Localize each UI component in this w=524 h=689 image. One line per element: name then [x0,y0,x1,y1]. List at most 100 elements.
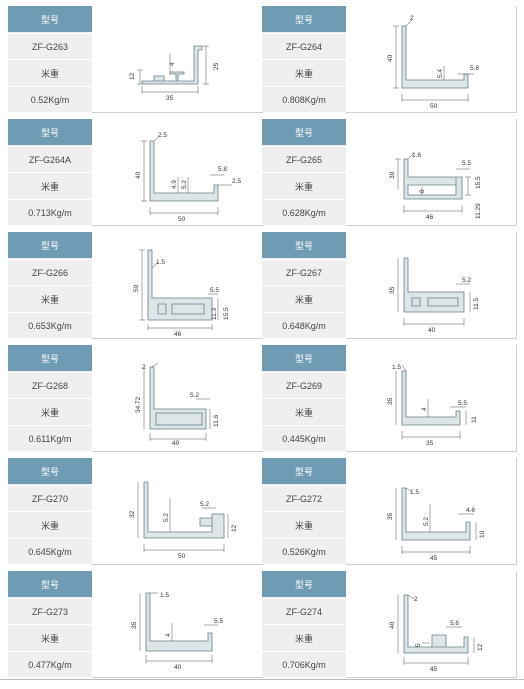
product-card: 型号 ZF-G270 米重 0.645Kg/m 32 5.2 5.2 12 50 [8,458,263,565]
model-code: ZF-G264A [8,146,92,173]
dim-wall: 2.5 [158,132,167,139]
dim-wall: 1.5 [156,259,165,266]
weight-label: 米重 [262,285,346,312]
dim-wall: 1.5 [392,364,401,371]
product-row: 型号 ZF-G266 米重 0.653Kg/m 1.5 50 5.5 11.3 … [8,232,517,339]
dim-height: 35 [387,397,394,405]
dim-height: 40 [135,171,142,179]
profile-drawing: 32 5.2 5.2 12 50 [92,458,263,565]
model-code: ZF-G270 [8,485,92,512]
dim-slot: 8 [419,189,426,193]
dim-width: 46 [426,214,434,221]
product-row: 型号 ZF-G263 米重 0.52Kg/m 12 25 4 35 型号 ZF-… [8,6,517,113]
profile-drawing: 12 25 4 35 [92,6,263,113]
model-header: 型号 [8,345,92,371]
dim-slot: 4 [421,407,428,411]
model-code: ZF-G272 [262,485,346,512]
dim-slot-b: 5.2 [181,180,188,189]
dim-lip-height: 12 [231,524,238,532]
product-row: 型号 ZF-G273 米重 0.477Kg/m 1.5 35 4 5.5 40 [8,571,517,678]
weight-label: 米重 [262,624,346,651]
profile-drawing: 1.5 50 5.5 11.3 15.5 46 [92,232,263,339]
dim-slot: 5.4 [437,69,444,78]
weight-value: 0.653Kg/m [8,312,92,339]
model-code: ZF-G268 [8,372,92,399]
weight-value: 0.808Kg/m [262,86,346,113]
dim-height: 34.72 [135,396,142,413]
dim-height: 40 [389,621,396,629]
dim-lip: 5.2 [190,392,199,399]
model-code: ZF-G273 [8,598,92,625]
dim-total-height: 25 [213,62,220,70]
product-card: 型号 ZF-G274 米重 0.706Kg/m 2 40 5.6 5 12 45 [262,571,517,678]
dim-wall: 2 [142,364,146,371]
weight-value: 0.628Kg/m [262,199,346,226]
dim-lip-height: 12 [477,643,484,651]
dim-lip-height: 11.6 [213,414,220,427]
product-card: 型号 ZF-G266 米重 0.653Kg/m 1.5 50 5.5 11.3 … [8,232,263,339]
dim-wall: 1.5 [410,489,419,496]
profile-drawing: 1.5 35 4 5.5 11 35 [346,345,517,452]
product-info: 型号 ZF-G263 米重 0.52Kg/m [8,6,92,112]
dim-base: 11.29 [475,203,482,219]
profile-drawing: 1.5 35 4 5.5 40 [92,571,263,678]
dim-slot-a: 4.9 [171,180,178,189]
dim-slot: 4 [165,633,172,637]
dim-total-lip: 15.5 [223,307,230,320]
dim-slot: 4 [169,62,176,66]
profile-drawing: 2 40 5.4 5.8 50 [346,6,517,113]
dim-lip-height: 15.5 [475,176,482,189]
model-code: ZF-G263 [8,33,92,60]
dim-height: 35 [131,621,138,629]
dim-lip: 5.8 [218,166,227,173]
profile-drawing: 35 5.2 11.5 40 [346,232,517,339]
dim-width: 35 [426,440,434,447]
dim-width: 50 [430,103,438,110]
weight-value: 0.645Kg/m [8,538,92,565]
profile-drawing: 2 34.72 5.2 11.6 40 [92,345,263,452]
dim-lip: 5.5 [210,287,219,294]
dim-lip-height: 11.3 [211,307,218,320]
weight-value: 0.611Kg/m [8,425,92,452]
product-info: 型号 ZF-G267 米重 0.648Kg/m [262,232,346,338]
product-card: 型号 ZF-G263 米重 0.52Kg/m 12 25 4 35 [8,6,263,113]
product-info: 型号 ZF-G264 米重 0.808Kg/m [262,6,346,112]
dim-width: 50 [178,216,186,223]
weight-label: 米重 [8,398,92,425]
model-code: ZF-G267 [262,259,346,286]
model-code: ZF-G264 [262,33,346,60]
weight-label: 米重 [8,511,92,538]
model-header: 型号 [8,232,92,258]
dim-height: 40 [387,54,394,62]
product-row: 型号 ZF-G264A 米重 0.713Kg/m 2.5 40 4.9 5.2 … [8,119,517,226]
dim-height: 12 [129,72,136,80]
page-bottom-divider [0,679,524,680]
product-row: 型号 ZF-G270 米重 0.645Kg/m 32 5.2 5.2 12 50 [8,458,517,565]
product-card: 型号 ZF-G273 米重 0.477Kg/m 1.5 35 4 5.5 40 [8,571,263,678]
dim-slot: 5.2 [163,513,170,522]
product-info: 型号 ZF-G274 米重 0.706Kg/m [262,571,346,677]
weight-value: 0.648Kg/m [262,312,346,339]
dim-width: 45 [430,666,438,673]
dim-width: 40 [172,440,180,447]
model-header: 型号 [8,571,92,597]
product-info: 型号 ZF-G268 米重 0.611Kg/m [8,345,92,451]
dim-lip-b: 2.5 [232,178,241,185]
dim-width: 40 [428,327,436,334]
dim-lip: 5.2 [462,277,471,284]
profile-drawing: 1.6 30 8 5.5 15.5 11.29 46 [346,119,517,226]
model-code: ZF-G274 [262,598,346,625]
dim-wall: 2 [414,596,418,603]
product-row: 型号 ZF-G268 米重 0.611Kg/m 2 34.72 5.2 11.6… [8,345,517,452]
weight-label: 米重 [262,511,346,538]
dim-lip: 5.5 [214,618,223,625]
product-card: 型号 ZF-G265 米重 0.628Kg/m 1.6 30 8 5.5 15.… [262,119,517,226]
model-header: 型号 [8,6,92,32]
model-header: 型号 [262,232,346,258]
dim-height: 35 [389,286,396,294]
product-info: 型号 ZF-G265 米重 0.628Kg/m [262,119,346,225]
dim-height: 32 [129,510,136,518]
weight-label: 米重 [8,172,92,199]
dim-lip: 5.6 [450,620,459,627]
product-card: 型号 ZF-G264 米重 0.808Kg/m 2 40 5.4 5.8 50 [262,6,517,113]
